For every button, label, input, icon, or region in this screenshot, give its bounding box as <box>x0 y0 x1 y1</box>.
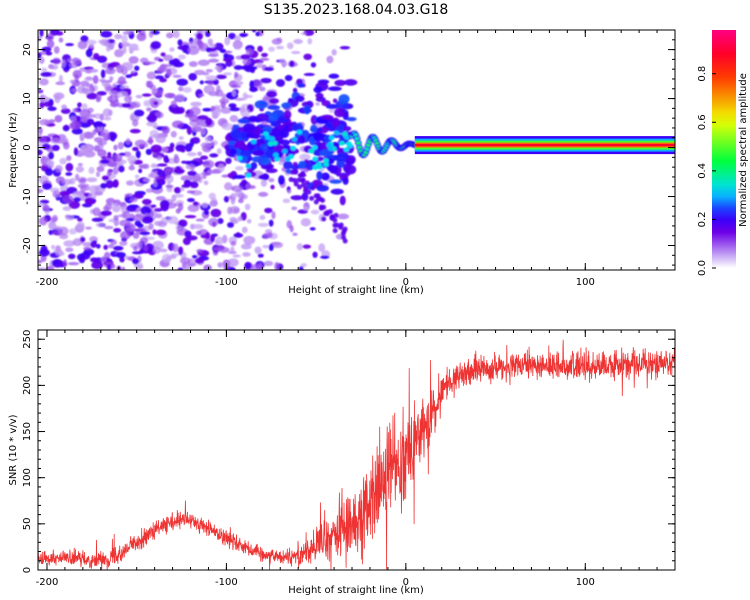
spectrogram-xlabel: Height of straight line (km) <box>288 285 424 296</box>
snr-xlabel: Height of straight line (km) <box>288 585 424 596</box>
colorbar-gradient <box>712 30 736 268</box>
x-tick-label: -100 <box>215 277 238 288</box>
x-tick-label: 100 <box>576 277 595 288</box>
y-tick-label: 200 <box>22 376 33 395</box>
spectrogram-heatmap <box>38 30 675 270</box>
y-tick-label: 100 <box>22 468 33 487</box>
y-tick-label: 150 <box>22 422 33 441</box>
y-tick-label: -10 <box>22 188 33 204</box>
spectrogram-ylabel: Frequency (Hz) <box>8 112 19 188</box>
y-tick-label: 0 <box>22 567 33 573</box>
plot-frame <box>37 29 676 271</box>
x-tick-label: 0 <box>403 277 409 288</box>
y-tick-label: -20 <box>22 237 33 253</box>
x-tick-label: -200 <box>36 577 59 588</box>
colorbar-ticks: 0.0 0.2 0.4 0.6 0.8 <box>697 66 716 276</box>
snr-ylabel: SNR (10 * v/v) <box>8 414 19 485</box>
colorbar-tick-label: 0.2 <box>697 211 708 227</box>
x-tick-label: -100 <box>215 577 238 588</box>
figure-title: S135.2023.168.04.03.G18 <box>264 2 449 18</box>
colorbar-tick-label: 0.0 <box>697 260 708 276</box>
snr-series-line <box>38 339 675 570</box>
colorbar-tick-label: 0.8 <box>697 66 708 82</box>
x-tick-label: -200 <box>36 277 59 288</box>
colorbar: 0.0 0.2 0.4 0.6 0.8 Normalized spectral ampl… <box>697 30 749 276</box>
colorbar-label: Normalized spectral amplitude <box>738 73 749 227</box>
y-tick-label: 10 <box>22 92 33 105</box>
snr-axes: -200 -100 0 100 0 50 100 150 200 250 <box>22 329 676 588</box>
colorbar-tick-label: 0.4 <box>697 163 708 179</box>
y-tick-label: 0 <box>22 144 33 150</box>
colorbar-tick-label: 0.6 <box>697 114 708 130</box>
y-tick-label: 20 <box>22 43 33 56</box>
snr-panel: -200 -100 0 100 0 50 100 150 200 250 Height of st… <box>8 329 676 596</box>
x-tick-label: 0 <box>403 577 409 588</box>
y-tick-label: 50 <box>22 517 33 530</box>
x-tick-label: 100 <box>576 577 595 588</box>
y-tick-label: 250 <box>22 330 33 349</box>
